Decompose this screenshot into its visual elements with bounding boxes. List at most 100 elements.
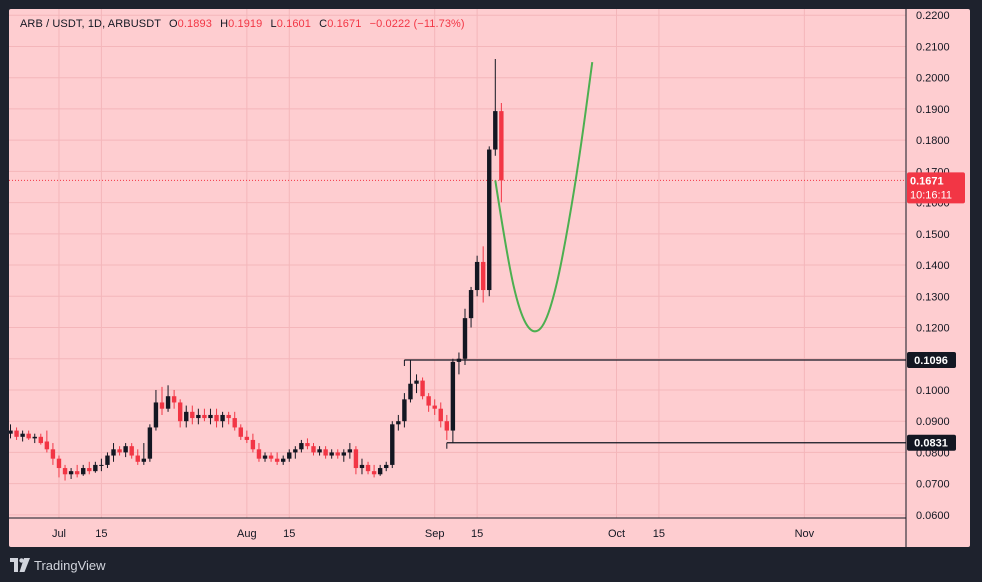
candle-body <box>402 399 407 422</box>
candle-body <box>250 439 256 450</box>
candle-body <box>468 290 474 319</box>
candle-body <box>311 446 316 453</box>
open-value: 0.1893 <box>177 18 212 30</box>
candle <box>402 393 407 428</box>
candle <box>359 458 365 475</box>
candle-body <box>365 464 371 472</box>
low-label: L <box>270 18 277 30</box>
candle-body <box>74 471 80 475</box>
candle <box>420 377 425 400</box>
candle-body <box>147 427 153 459</box>
countdown-label: 10:16:11 <box>910 189 952 201</box>
candle <box>226 411 231 425</box>
candle-body <box>474 261 480 291</box>
candle-body <box>50 449 56 459</box>
candle-body <box>9 430 13 434</box>
candle <box>493 58 498 156</box>
candle-body <box>129 446 134 456</box>
candle-body <box>281 458 286 462</box>
candle-body <box>317 449 322 453</box>
candle <box>287 449 292 462</box>
candle-body <box>371 471 377 475</box>
x-tick-label: Nov <box>795 528 815 540</box>
candle <box>444 414 450 440</box>
candle <box>293 446 298 459</box>
symbol-title: ARB / USDT, 1D, ARBUSDT <box>20 18 161 30</box>
x-tick-label: Oct <box>608 528 625 540</box>
tradingview-logo-icon <box>10 558 30 572</box>
candle-body <box>93 464 98 472</box>
candle-body <box>14 430 19 437</box>
candle-body <box>232 418 237 428</box>
y-tick-label: 0.1800 <box>916 135 950 147</box>
grid <box>9 9 906 518</box>
candle <box>93 461 98 473</box>
candle-body <box>135 455 140 462</box>
candle-body <box>56 458 62 469</box>
candle <box>347 443 353 459</box>
candle-body <box>87 468 92 472</box>
brand-name: TradingView <box>34 557 106 573</box>
close-label: C <box>319 18 328 30</box>
candle-body <box>123 446 128 453</box>
candle <box>50 443 56 465</box>
candle <box>62 464 68 481</box>
candle-body <box>335 452 340 456</box>
candle <box>238 424 243 440</box>
candle <box>353 446 359 475</box>
candle-body <box>347 449 353 453</box>
candle <box>87 461 92 475</box>
candle <box>487 146 492 297</box>
candle <box>153 389 159 431</box>
candle-body <box>32 436 37 439</box>
price-chart[interactable]: 0.06000.07000.08000.09000.10000.11000.12… <box>9 9 970 547</box>
y-tick-label: 0.1200 <box>916 323 950 335</box>
candle <box>474 255 480 297</box>
x-tick-label: 15 <box>283 528 295 540</box>
candle <box>438 402 443 428</box>
candle <box>414 374 419 394</box>
candle-body <box>20 433 25 437</box>
last-price-label: 0.1671 <box>910 175 944 187</box>
candle <box>123 443 128 458</box>
candle-body <box>268 455 274 459</box>
candle <box>396 414 401 431</box>
candle-body <box>390 424 395 465</box>
projection <box>494 61 594 333</box>
candle-body <box>480 261 486 291</box>
candle <box>208 408 213 425</box>
y-tick-label: 0.2000 <box>916 73 950 85</box>
candle <box>329 449 334 459</box>
x-tick-label: 15 <box>653 528 665 540</box>
change-value: −0.0222 (−11.73%) <box>369 18 465 30</box>
candle <box>384 461 389 472</box>
candle <box>274 452 280 465</box>
level-badge <box>907 434 956 451</box>
candle <box>165 385 171 412</box>
candle <box>462 308 468 365</box>
candle <box>105 452 110 469</box>
candle-body <box>226 414 231 419</box>
candle-body <box>214 414 219 422</box>
candle <box>456 352 462 375</box>
candle-body <box>238 427 243 437</box>
candle <box>117 446 122 456</box>
candle <box>68 468 74 479</box>
candle <box>335 449 340 459</box>
candle-body <box>274 458 280 462</box>
candle <box>56 455 62 478</box>
candle <box>14 427 19 440</box>
candle <box>256 443 262 462</box>
y-tick-label: 0.2200 <box>916 10 950 22</box>
candle <box>141 443 147 465</box>
candle-body <box>165 396 171 409</box>
candle-body <box>117 449 122 453</box>
chart-panel[interactable]: 0.06000.07000.08000.09000.10000.11000.12… <box>9 9 970 547</box>
level-badge <box>907 351 956 368</box>
candle <box>202 408 207 422</box>
candle-body <box>359 464 365 469</box>
candle <box>99 458 104 472</box>
candle <box>129 443 134 459</box>
candle <box>250 433 256 453</box>
candles <box>9 58 504 481</box>
